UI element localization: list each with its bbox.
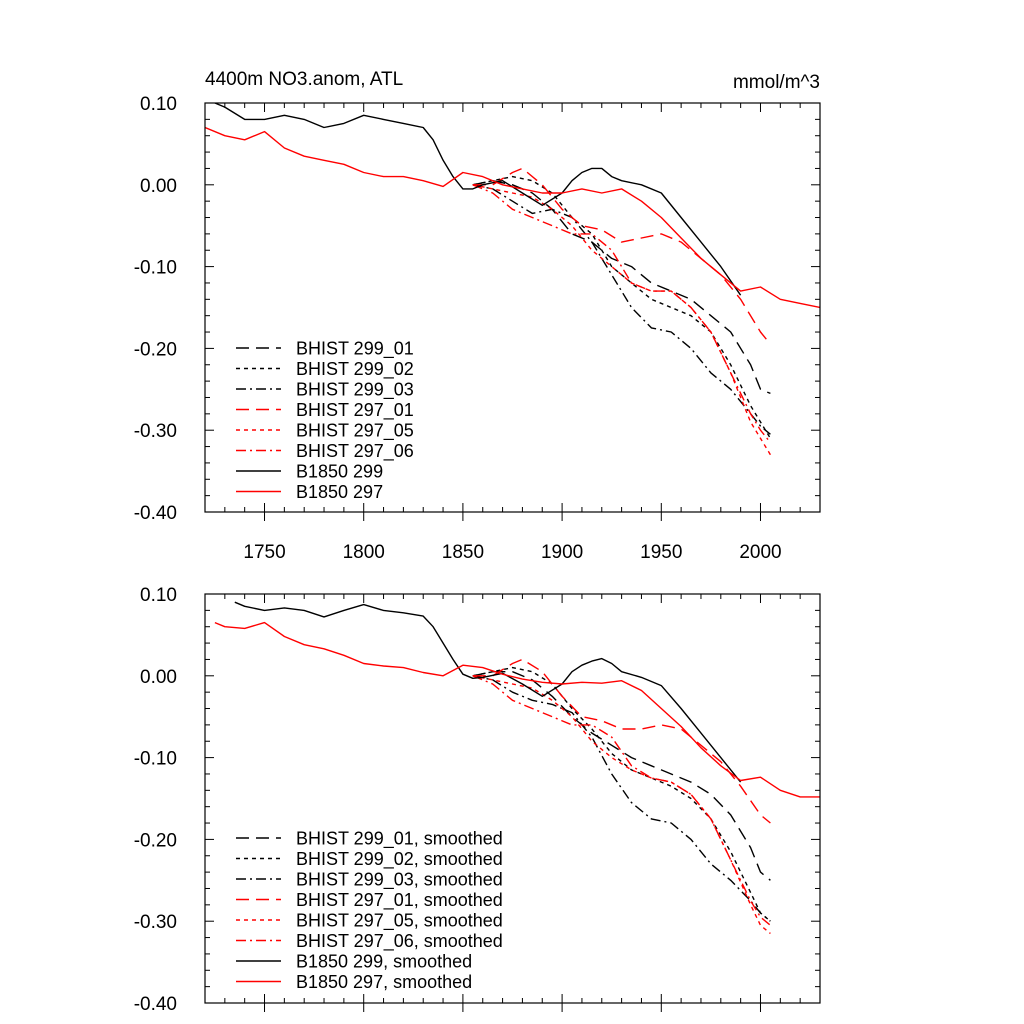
legend-entry-label: BHIST 299_03, smoothed [296, 870, 503, 891]
series-line-3 [472, 675, 771, 922]
y-tick-label: -0.30 [134, 421, 177, 442]
x-tick-label: 1950 [640, 542, 682, 563]
series-line-4 [472, 658, 771, 824]
y-tick-label: 0.10 [140, 94, 177, 115]
legend-entry-label: B1850 297, smoothed [296, 972, 472, 992]
x-tick-label: 1900 [541, 542, 583, 563]
y-tick-label: 0.00 [140, 176, 177, 197]
series-line-2 [472, 666, 771, 922]
series-line-1 [472, 671, 771, 881]
series-line-8 [205, 126, 820, 309]
series-line-2 [472, 175, 771, 439]
series-line-8 [214, 621, 820, 798]
legend-entry-label: B1850 299 [296, 462, 383, 482]
legend-entry-label: BHIST 299_02 [296, 359, 414, 380]
series-line-7 [214, 103, 742, 296]
legend-entry-label: BHIST 297_05 [296, 421, 414, 442]
series-line-5 [472, 184, 771, 456]
legend-entry-label: B1850 297 [296, 482, 383, 502]
y-tick-label: -0.10 [134, 749, 177, 770]
series-line-3 [472, 184, 771, 435]
legend-entry-label: BHIST 299_02, smoothed [296, 849, 503, 870]
legend-entry-label: BHIST 297_05, smoothed [296, 911, 503, 932]
y-tick-label: -0.40 [134, 994, 177, 1015]
units-label: mmol/m^3 [733, 72, 820, 93]
legend-entry-label: BHIST 297_01 [296, 400, 414, 421]
y-tick-label: -0.10 [134, 258, 177, 279]
legend-entry-label: BHIST 297_06 [296, 441, 414, 462]
y-tick-label: -0.20 [134, 830, 177, 851]
plot-frame [204, 593, 821, 1004]
series-line-6 [472, 184, 771, 443]
x-tick-label: 1850 [442, 542, 484, 563]
y-tick-label: -0.20 [134, 339, 177, 360]
legend-entry-label: BHIST 299_01, smoothed [296, 829, 503, 850]
series-line-4 [472, 167, 771, 345]
series-line-6 [472, 675, 771, 926]
chart-title: 4400m NO3.anom, ATL [205, 69, 403, 90]
series-line-1 [472, 179, 771, 395]
y-tick-label: -0.30 [134, 912, 177, 933]
chart-panel-2: 0.10 0.00 -0.10 -0.20 -0.30 -0.40 BHIST 299_01… [134, 585, 821, 1015]
legend-entry-label: BHIST 299_03 [296, 380, 414, 401]
y-tick-label: -0.40 [134, 503, 177, 524]
series-line-7 [234, 601, 742, 783]
y-tick-label: 0.10 [140, 585, 177, 606]
x-tick-label: 2000 [739, 542, 781, 563]
legend-entry-label: BHIST 299_01 [296, 339, 414, 360]
legend-entry-label: BHIST 297_01, smoothed [296, 890, 503, 911]
y-tick-label: 0.00 [140, 667, 177, 688]
legend-entry-label: BHIST 297_06, smoothed [296, 931, 503, 952]
series-line-5 [472, 675, 771, 935]
legend-entry-label: B1850 299, smoothed [296, 952, 472, 972]
chart-panel-1: 0.10 0.00 -0.10 -0.20 -0.30 -0.40 1750 1800 1850… [134, 69, 821, 563]
x-tick-label: 1750 [243, 542, 285, 563]
x-tick-label: 1800 [343, 542, 385, 563]
plot-frame [204, 102, 821, 513]
